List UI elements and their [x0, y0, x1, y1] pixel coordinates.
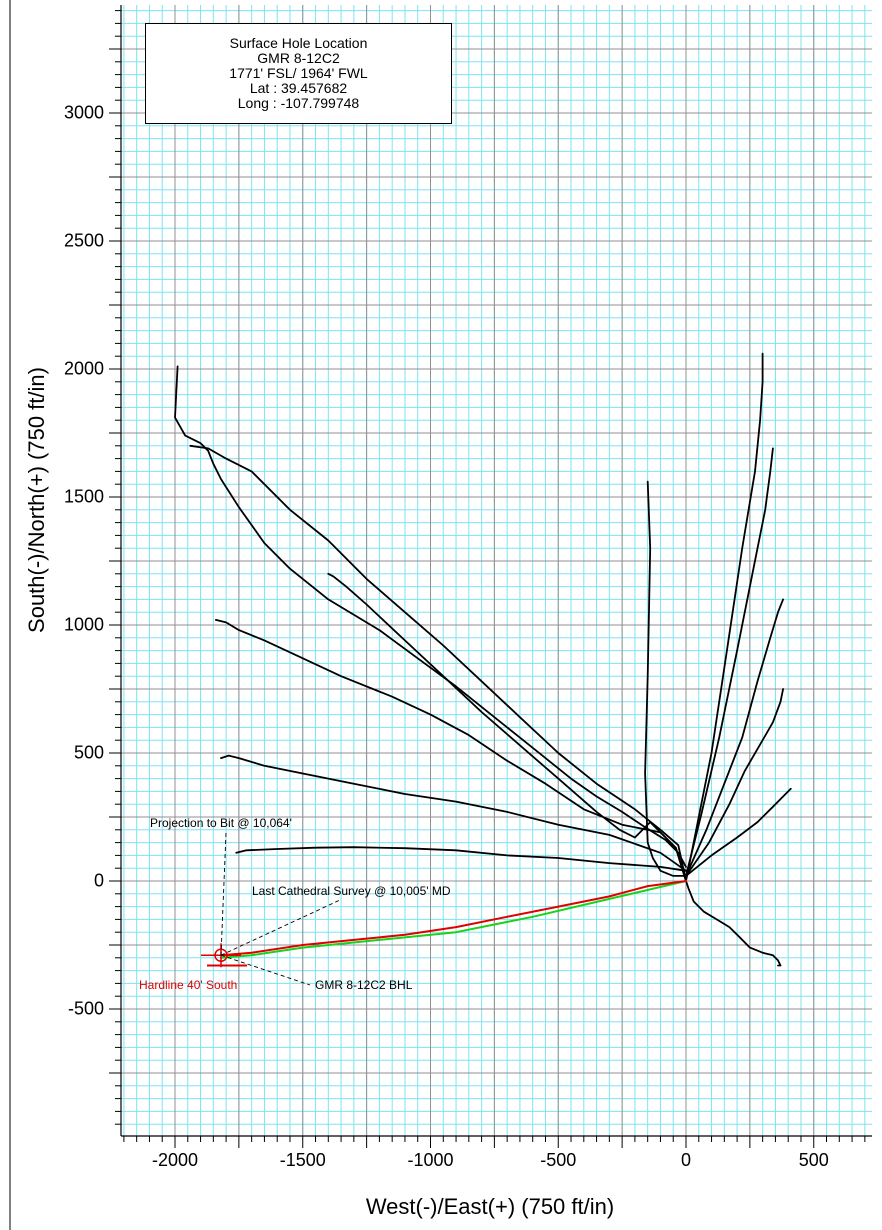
well-path-4 — [220, 754, 687, 872]
hardline-annotation: Hardline 40' South — [139, 978, 238, 992]
well-path-3 — [215, 619, 687, 882]
bhl-annotation: GMR 8-12C2 BHL — [315, 978, 413, 992]
projection-annotation: Projection to Bit @ 10,064' — [150, 816, 292, 830]
well-path-0 — [174, 365, 687, 868]
x-tick-label: 0 — [680, 1150, 692, 1170]
infobox-line-long: Long : -107.799748 — [237, 95, 360, 111]
x-axis-label: West(-)/East(+) (750 ft/in) — [365, 1194, 615, 1219]
well-path-12 — [685, 880, 782, 967]
surface-hole-location-box: Surface Hole Location GMR 8-12C2 1771' F… — [145, 23, 452, 124]
well-path-8 — [685, 447, 774, 877]
y-tick-label: -500 — [67, 998, 104, 1019]
infobox-line-title: Surface Hole Location — [229, 35, 368, 51]
y-tick-label: 0 — [93, 870, 104, 891]
well-path-11 — [685, 787, 792, 877]
y-tick-label: 1500 — [63, 486, 104, 507]
x-tick-label: -500 — [540, 1150, 577, 1170]
well-path-9 — [685, 598, 784, 877]
x-tick-label: 500 — [798, 1150, 829, 1170]
infobox-line-lat: Lat : 39.457682 — [249, 80, 348, 96]
y-tick-label: 2000 — [63, 358, 104, 379]
x-tick-label: -1000 — [407, 1150, 454, 1170]
plot-background — [121, 5, 872, 1136]
well-path-7 — [685, 352, 764, 882]
y-axis-label: South(-)/North(+) (750 ft/in) — [24, 367, 49, 633]
well-path-1 — [189, 444, 687, 882]
well-path-2 — [327, 572, 687, 882]
well-path-14 — [220, 880, 687, 957]
y-tick-label: 2500 — [63, 230, 104, 251]
well-path-10 — [685, 688, 784, 877]
y-tick-label: 3000 — [63, 102, 104, 123]
last-survey-leader — [220, 899, 341, 956]
infobox-line-footage: 1771' FSL/ 1964' FWL — [229, 65, 368, 81]
well-path-5 — [235, 846, 687, 872]
infobox-line-well: GMR 8-12C2 — [257, 50, 340, 66]
well-path-6 — [644, 480, 687, 877]
y-tick-label: 1000 — [63, 614, 104, 635]
well-path-13 — [220, 880, 687, 959]
last-survey-annotation: Last Cathedral Survey @ 10,005' MD — [252, 884, 451, 898]
x-tick-label: -2000 — [151, 1150, 199, 1170]
y-tick-label: 500 — [73, 742, 104, 763]
bhl-leader — [220, 954, 311, 986]
x-tick-label: -1500 — [279, 1150, 326, 1170]
projection-leader — [220, 832, 227, 956]
